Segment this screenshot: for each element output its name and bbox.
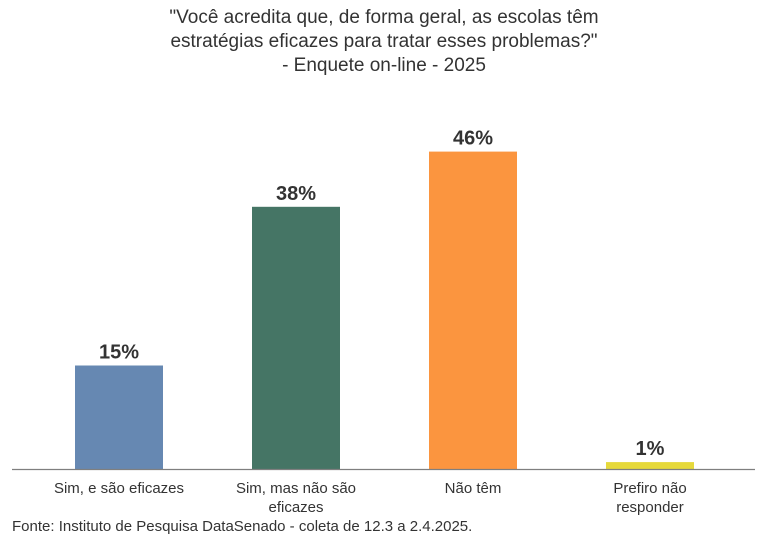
category-labels: Sim, e são eficazes Sim, mas não são efica… bbox=[54, 480, 687, 516]
category-label-4-line-2: responder bbox=[616, 499, 684, 516]
chart-title: "Você acredita que, de forma geral, as e… bbox=[0, 6, 768, 78]
source-note: Fonte: Instituto de Pesquisa DataSenado … bbox=[12, 518, 473, 535]
bar-3 bbox=[429, 151, 517, 469]
bars bbox=[75, 151, 694, 470]
category-label-2-line-1: Sim, mas não são bbox=[236, 480, 356, 497]
category-label-2-line-2: eficazes bbox=[268, 499, 323, 516]
title-line-2: estratégias eficazes para tratar esses p… bbox=[170, 31, 598, 52]
category-label-4-line-1: Prefiro não bbox=[613, 480, 686, 497]
data-label-2: 38% bbox=[276, 183, 316, 205]
title-line-1: "Você acredita que, de forma geral, as e… bbox=[169, 7, 599, 28]
data-label-1: 15% bbox=[99, 342, 139, 364]
data-labels: 15% 38% 46% 1% bbox=[99, 128, 665, 461]
data-label-3: 46% bbox=[453, 128, 493, 150]
bar-2 bbox=[252, 206, 340, 470]
category-label-1-line-1: Sim, e são eficazes bbox=[54, 480, 184, 497]
category-label-3-line-1: Não têm bbox=[445, 480, 502, 497]
data-label-4: 1% bbox=[636, 438, 665, 460]
bar-4 bbox=[606, 462, 694, 469]
bar-1 bbox=[75, 365, 163, 469]
title-line-3: - Enquete on-line - 2025 bbox=[282, 55, 486, 76]
